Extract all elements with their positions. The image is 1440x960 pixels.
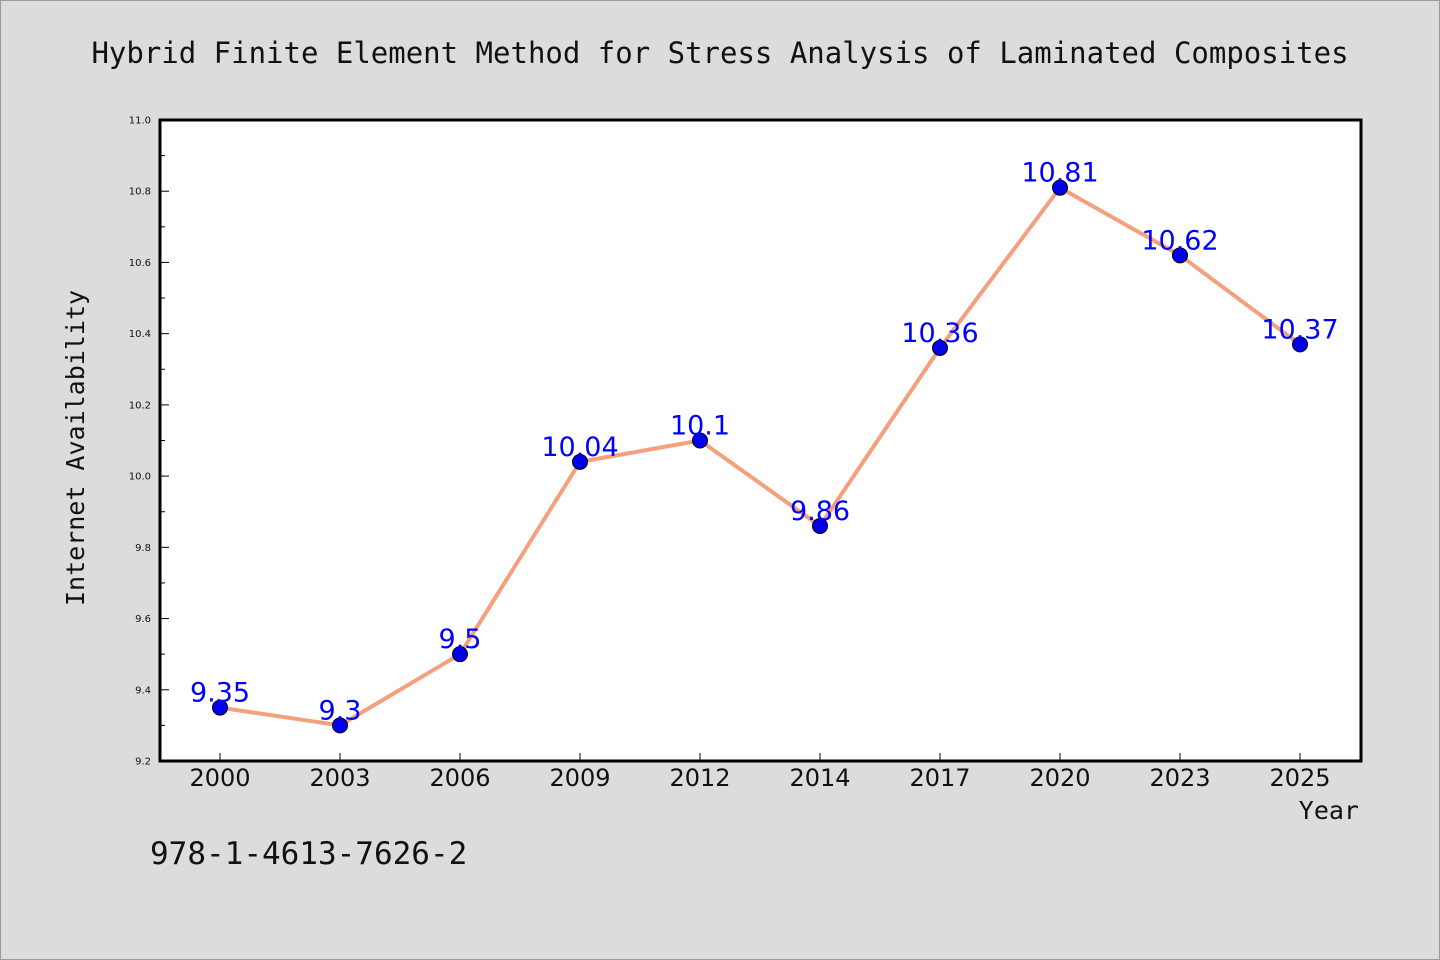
y-axis-label: Internet Availability	[61, 290, 90, 606]
y-tick-label: 9.4	[135, 685, 151, 696]
data-point	[1292, 336, 1308, 353]
data-point	[1052, 179, 1068, 196]
y-tick-label: 9.8	[135, 543, 151, 554]
x-tick-label: 2006	[429, 764, 490, 792]
x-tick-label: 2012	[669, 764, 730, 792]
y-tick-label: 11.0	[129, 116, 151, 127]
x-axis: 2000 2003 2006 2009 2012 2014 2017 2020 2023 2025	[189, 753, 1331, 792]
data-point	[1172, 247, 1188, 264]
series-markers	[212, 179, 1308, 734]
y-tick-label: 9.2	[135, 757, 151, 768]
x-tick-label: 2014	[789, 764, 850, 792]
data-label: 10.81	[1021, 158, 1098, 189]
y-tick-label: 9.6	[135, 614, 151, 625]
plot-area	[160, 120, 1361, 761]
data-label: 10.62	[1141, 225, 1218, 256]
series-line	[218, 185, 1302, 728]
x-tick-label: 2003	[309, 764, 370, 792]
data-point	[572, 453, 588, 470]
y-tick-label: 10.8	[129, 187, 151, 198]
chart-title: Hybrid Finite Element Method for Stress …	[91, 36, 1348, 70]
x-tick-label: 2009	[549, 764, 610, 792]
data-point	[812, 517, 828, 534]
x-tick-label: 2017	[909, 764, 970, 792]
x-axis-label: Year	[1299, 796, 1359, 825]
isbn-text: 978-1-4613-7626-2	[150, 836, 467, 872]
data-label: 9.3	[319, 695, 362, 726]
plot-frame	[158, 118, 1363, 763]
data-point	[212, 699, 228, 716]
y-tick-label: 10.6	[129, 258, 151, 269]
x-tick-label: 2025	[1269, 764, 1330, 792]
data-label: 9.35	[190, 678, 250, 709]
data-labels: 9.35 9.3 9.5 10.04 10.1 9.86 10.36 10.81 10.62 10…	[190, 158, 1339, 727]
y-tick-label: 10.0	[129, 472, 151, 483]
x-tick-label: 2020	[1029, 764, 1090, 792]
data-label: 9.86	[790, 496, 850, 527]
data-label: 10.37	[1261, 314, 1338, 345]
x-tick-label: 2000	[189, 764, 250, 792]
data-label: 10.1	[670, 411, 730, 442]
data-label: 9.5	[439, 624, 482, 655]
data-label: 10.04	[541, 432, 618, 463]
x-tick-label: 2023	[1149, 764, 1210, 792]
y-tick-label: 10.4	[129, 329, 151, 340]
y-tick-label: 10.2	[129, 400, 151, 411]
data-point	[452, 646, 468, 663]
data-label: 10.36	[901, 318, 978, 349]
data-point	[692, 432, 708, 449]
data-point	[932, 339, 948, 356]
data-point	[332, 717, 348, 734]
